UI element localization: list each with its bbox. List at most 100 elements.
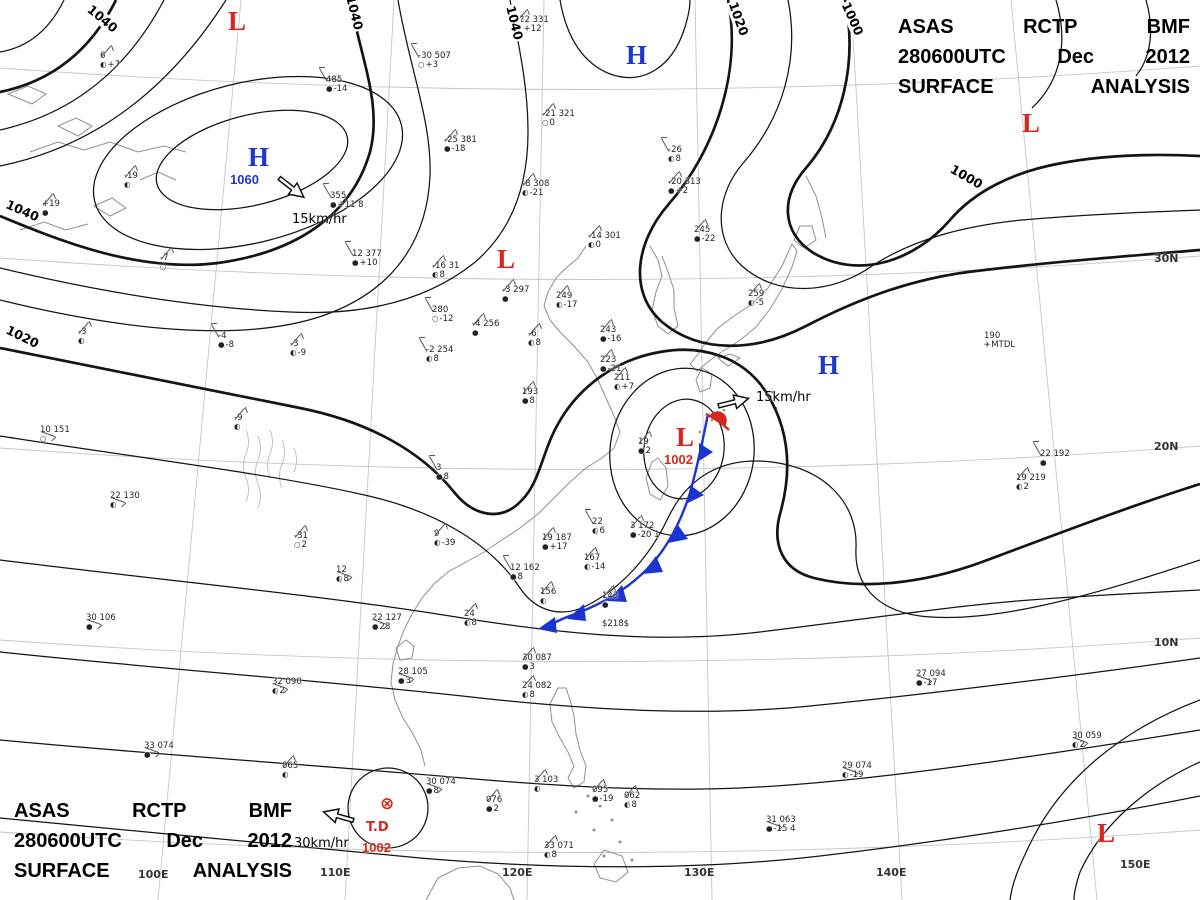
station-plot: -4 256 ● <box>472 313 499 338</box>
station-symbol-row: ●+10 <box>352 258 378 269</box>
cloud-cover-icon: ● <box>600 364 607 374</box>
station-values: -7 <box>160 253 169 263</box>
station-plot: 29 074 ◐-19 <box>842 761 872 781</box>
cloud-cover-icon: ● <box>486 804 493 814</box>
station-symbol-row: ✈MTDL <box>984 340 1016 351</box>
station-values: 22 <box>592 517 603 527</box>
station-values: 3 <box>436 463 442 473</box>
station-symbol-row <box>602 629 629 638</box>
station-values: -31 <box>294 531 308 541</box>
station-values: 12 <box>336 565 347 575</box>
station-plot: 095 ●-19 <box>592 779 613 804</box>
station-values: 10 151 <box>40 425 70 435</box>
station-plot: 30 059 ◐2 <box>1072 731 1102 750</box>
cloud-cover-icon: ● <box>630 530 637 540</box>
station-symbol-row: ●-8 <box>218 340 235 351</box>
station-symbol-row: ◐ <box>78 337 86 346</box>
station-plot: 3 172 ●-20 1 <box>630 515 660 540</box>
cloud-cover-icon: ● <box>638 446 645 456</box>
cloud-cover-icon: ◐ <box>124 180 131 190</box>
station-symbol-row: ●8 <box>436 472 449 483</box>
station-values: -30 507 <box>418 51 451 61</box>
cloud-cover-icon: ● <box>592 794 599 804</box>
station-plot: -3 ◐ <box>78 321 90 346</box>
station-symbol-row: ◐-19 <box>842 770 864 781</box>
chart-title-bottom-left: ASAS RCTP BMF 280600UTC Dec 2012 SURFACE… <box>14 796 292 886</box>
cloud-cover-icon: ◐ <box>624 800 631 810</box>
cloud-cover-icon: ● <box>352 258 359 268</box>
tropical-depression-value: 1002 <box>362 840 391 855</box>
station-plot: 22 192 ● <box>1033 442 1070 468</box>
station-values: -20 313 <box>668 177 701 187</box>
title-line-1: ASAS RCTP BMF <box>898 16 1190 38</box>
title-line-3: SURFACE ANALYSIS <box>14 860 292 882</box>
station-symbol-row: ●8 <box>510 572 523 583</box>
cloud-cover-icon: ◐ <box>110 500 117 510</box>
station-plot: -3 297 ● <box>502 279 529 304</box>
station-values: -26 <box>668 145 682 155</box>
station-symbol-row: ○+3 <box>418 60 439 71</box>
station-plot: -31 ○2 <box>294 525 308 550</box>
cloud-cover-icon: ○ <box>432 314 439 324</box>
station-symbol-row: ○0 <box>542 118 555 129</box>
station-plot: -26 ◐8 <box>661 138 682 164</box>
station-symbol-row: ◐-5 <box>748 298 765 309</box>
station-symbol-row: ●-16 <box>600 334 622 345</box>
tropical-depression-label: T.D <box>366 820 389 835</box>
station-plot: 6◐+7 <box>100 45 120 70</box>
station-symbol-row: ●-18 <box>444 144 466 155</box>
station-values: 355 <box>330 191 347 201</box>
isobar-label: 1000 <box>838 0 867 39</box>
station-symbol-row: ◐ <box>124 181 138 190</box>
station-plot: 30 106 ● <box>86 613 116 632</box>
low-pressure-marker: L <box>497 244 516 274</box>
cloud-cover-icon: ◐ <box>528 338 535 348</box>
station-values: 22 127 <box>372 613 402 623</box>
low-pressure-marker: L <box>676 422 695 452</box>
station-values: 485 <box>326 75 343 85</box>
title-line-2: 280600UTC Dec 2012 <box>898 46 1190 68</box>
station-symbol-row: ●8 <box>522 396 535 407</box>
longitude-label: 150E <box>1120 858 1151 871</box>
station-plot: 12 377 ●+10 <box>345 242 382 269</box>
station-symbol-row: ● <box>602 601 618 610</box>
station-values: -4 <box>218 331 227 341</box>
station-plot: 22 127●23 <box>372 613 402 632</box>
station-values: 190 <box>984 331 1001 341</box>
station-plot: 33 074 ● <box>144 741 174 760</box>
station-values: +19 <box>42 199 60 209</box>
station-values: 223 <box>600 355 617 365</box>
station-symbol-row: ◐8 <box>528 338 541 349</box>
cloud-cover-icon: ● <box>326 84 333 94</box>
station-plot: 24 ◐8 <box>464 603 477 628</box>
station-values: -9 <box>234 413 243 423</box>
station-values: -14 301 <box>588 231 621 241</box>
movement-arrow-icon <box>277 175 306 199</box>
station-symbol-row: ●2 <box>486 804 499 815</box>
cloud-cover-icon: ◐ <box>290 348 297 358</box>
cloud-cover-icon: ● <box>42 208 49 218</box>
cloud-cover-icon: ○ <box>542 118 549 128</box>
station-plot: 243 ●-16 <box>600 319 622 345</box>
cloud-cover-icon: ● <box>600 334 607 344</box>
station-plot: +19 ● <box>42 193 60 218</box>
movement-arrow <box>272 169 313 207</box>
cloud-cover-icon: ◐ <box>432 270 439 280</box>
station-values: 33 074 <box>144 741 174 751</box>
station-plot: -14 301 ◐0 <box>588 225 621 250</box>
movement-arrow <box>714 388 754 416</box>
station-plot: 249 ◐-17 <box>556 285 577 310</box>
station-values: 24 <box>464 609 475 619</box>
cloud-cover-icon: ◐ <box>336 574 343 584</box>
station-values: 065 <box>282 761 299 771</box>
station-symbol-row: ●-15 4 <box>766 824 796 835</box>
station-values: 30 087 <box>522 653 552 663</box>
station-plot: -7 ○ <box>160 247 172 272</box>
station-values: -25 381 <box>444 135 477 145</box>
station-plot: 3 103 ◐ <box>534 769 558 794</box>
movement-speed-label: 15km/hr <box>292 212 347 227</box>
